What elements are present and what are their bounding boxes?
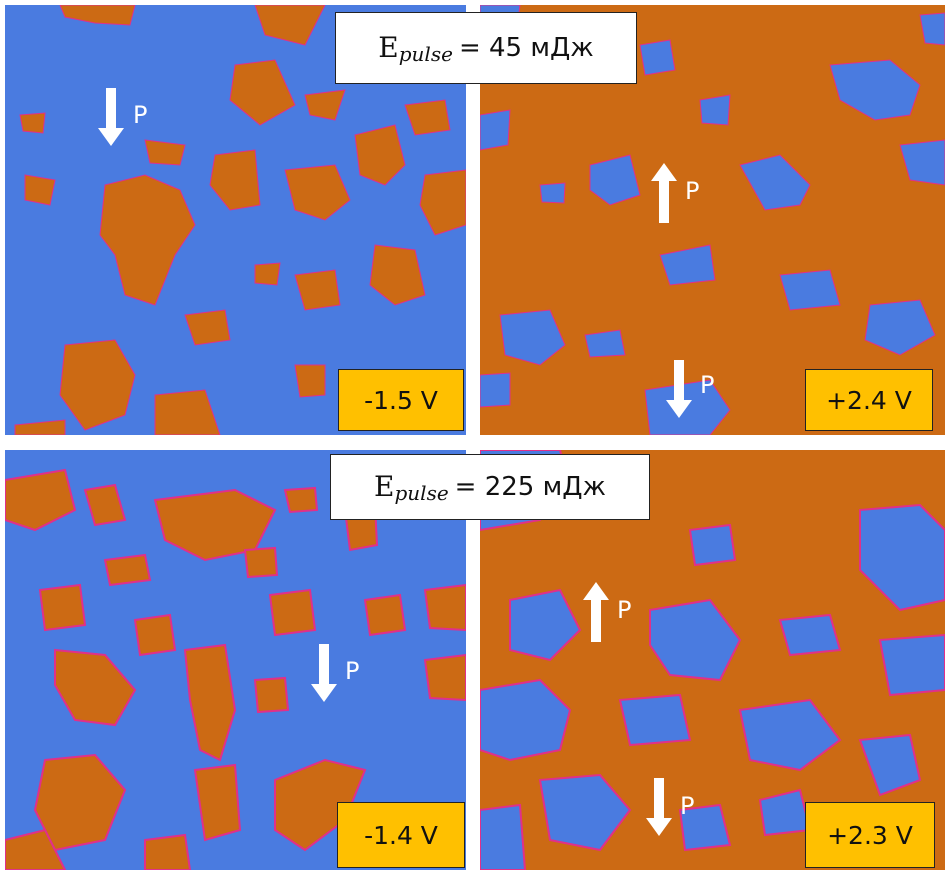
energy-subscript: pulse — [394, 480, 449, 505]
energy-subscript: pulse — [398, 41, 453, 66]
energy-value: = 225 мДж — [454, 472, 606, 502]
pulse-energy-label: Epulse = 225 мДж — [330, 454, 650, 520]
energy-value: = 45 мДж — [458, 33, 594, 63]
polarization-label: P — [133, 101, 148, 129]
voltage-label: -1.4 V — [337, 802, 465, 868]
polarization-up-arrow-icon — [583, 582, 609, 642]
energy-symbol: E — [378, 30, 399, 64]
domain-pattern — [480, 5, 945, 435]
polarization-down-arrow-icon — [666, 360, 692, 418]
pulse-energy-label: Epulse = 45 мДж — [335, 12, 637, 84]
domain-pattern — [14, 5, 466, 435]
voltage-label: -1.5 V — [338, 369, 464, 431]
polarization-down-arrow-icon — [646, 778, 672, 836]
energy-symbol: E — [374, 469, 395, 503]
polarization-label: P — [345, 657, 360, 685]
domain-map-bottom-left: P -1.4 V — [5, 450, 466, 870]
polarization-label: P — [617, 596, 632, 624]
polarization-down-arrow-icon — [311, 644, 337, 702]
polarization-down-arrow-icon — [98, 88, 124, 146]
polarization-up-arrow-icon — [651, 163, 677, 223]
voltage-label: +2.4 V — [805, 369, 933, 431]
polarization-label: P — [680, 792, 695, 820]
polarization-label: P — [700, 371, 715, 399]
voltage-label: +2.3 V — [805, 802, 935, 868]
polarization-label: P — [685, 177, 700, 205]
domain-map-top-right: P P +2.4 V — [480, 5, 945, 435]
